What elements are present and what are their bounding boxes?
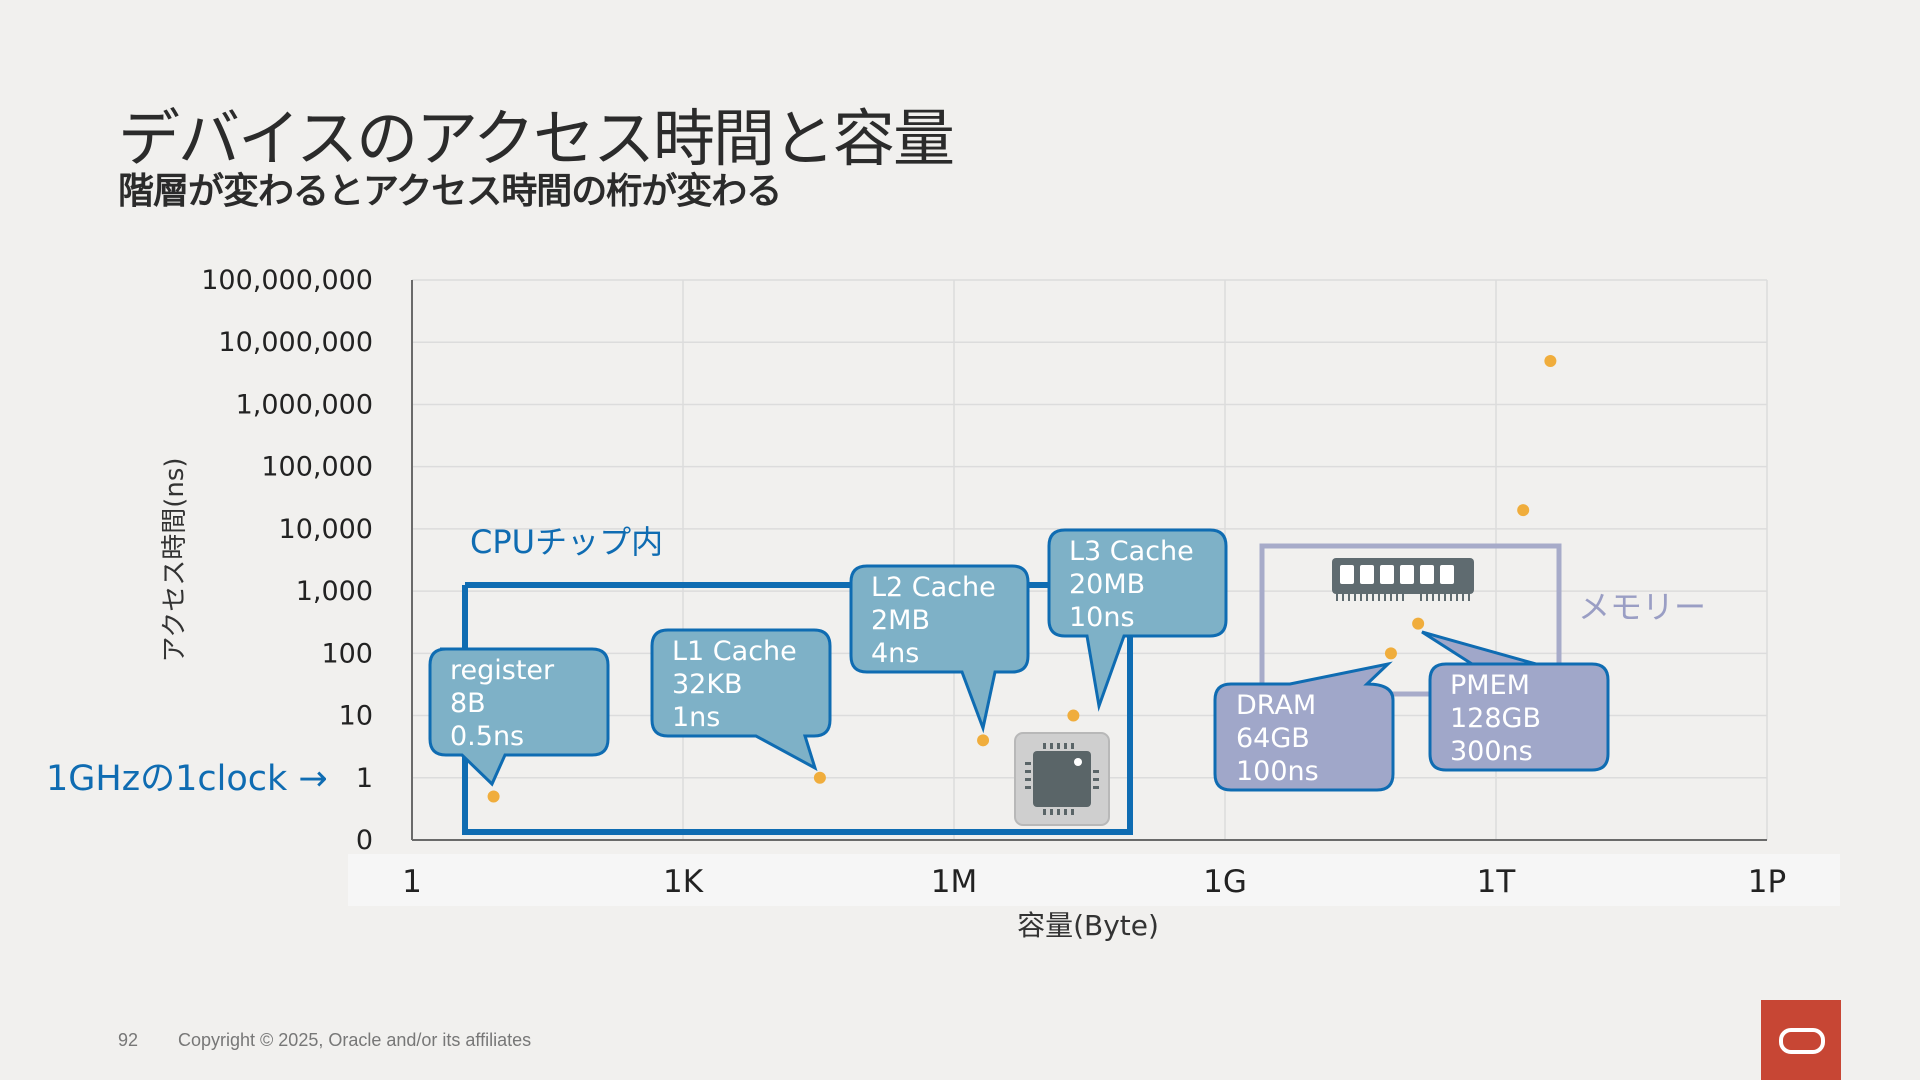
x-axis-label: 容量(Byte)	[1017, 909, 1159, 942]
callout-register-line1: register	[450, 655, 555, 686]
x-tick-label: 1M	[931, 864, 977, 900]
y-tick-label: 10	[339, 701, 373, 732]
callout-l3-line3: 10ns	[1069, 602, 1135, 633]
oracle-logo-ring-icon	[1779, 1028, 1825, 1054]
y-tick-label: 100,000	[261, 452, 373, 483]
callout-register-line2: 8B	[450, 688, 486, 719]
x-tick-label: 1K	[663, 864, 704, 900]
callout-dram-line2: 64GB	[1236, 723, 1310, 754]
callout-l3-line2: 20MB	[1069, 569, 1145, 600]
x-axis-tick-strip	[348, 854, 1840, 906]
data-point	[813, 771, 826, 784]
y-tick-label: 10,000	[279, 514, 373, 545]
callout-l2-line3: 4ns	[871, 638, 919, 669]
clock-annotation: 1GHzの1clock →	[46, 759, 328, 799]
callout-l3-cache: L3 Cache 20MB 10ns	[1047, 528, 1228, 712]
callout-pmem: PMEM 128GB 300ns	[1421, 630, 1610, 772]
memory-group-box	[1259, 543, 1562, 697]
data-point	[1067, 709, 1080, 722]
data-point	[487, 790, 500, 803]
data-points	[487, 354, 1557, 803]
callout-pmem-line3: 300ns	[1450, 736, 1533, 767]
memory-module-icon	[1332, 558, 1474, 601]
y-tick-labels: 0 1 10 100 1,000 10,000 100,000 1,000,000 10,000…	[201, 265, 373, 856]
callout-l1-line1: L1 Cache	[672, 636, 797, 667]
y-tick-label: 1	[356, 763, 373, 794]
x-tick-label: 1P	[1748, 864, 1786, 900]
y-tick-label: 0	[356, 825, 373, 856]
chart-grid	[411, 279, 1768, 841]
callout-pmem-line1: PMEM	[1450, 670, 1530, 701]
x-tick-label: 1	[402, 864, 422, 900]
y-tick-label: 10,000,000	[218, 327, 373, 358]
callout-dram-line1: DRAM	[1236, 690, 1316, 721]
callout-pmem-line2: 128GB	[1450, 703, 1541, 734]
memory-group-label: メモリー	[1578, 588, 1706, 626]
y-tick-label: 1,000,000	[236, 389, 373, 420]
x-tick-label: 1T	[1477, 864, 1517, 900]
y-tick-label: 1,000	[296, 576, 373, 607]
callout-l2-line1: L2 Cache	[871, 572, 996, 603]
data-point	[1517, 504, 1530, 517]
x-tick-labels: 1 1K 1M 1G 1T 1P	[402, 864, 1786, 900]
callout-register-line3: 0.5ns	[450, 721, 524, 752]
data-point	[1412, 617, 1425, 630]
x-tick-label: 1G	[1203, 864, 1247, 900]
copyright-text: Copyright © 2025, Oracle and/or its affi…	[178, 1030, 532, 1050]
callout-l2-cache: L2 Cache 2MB 4ns	[849, 564, 1030, 734]
y-tick-label: 100	[321, 638, 373, 669]
slide-title: デバイスのアクセス時間と容量	[118, 102, 955, 175]
callout-dram: DRAM 64GB 100ns	[1213, 661, 1395, 792]
data-point	[1384, 647, 1397, 660]
callout-l3-line1: L3 Cache	[1069, 536, 1194, 567]
cpu-chip-icon	[1014, 732, 1110, 826]
callout-l1-line3: 1ns	[672, 702, 720, 733]
data-point	[1544, 354, 1557, 367]
slide-subtitle: 階層が変わるとアクセス時間の桁が変わる	[118, 171, 782, 212]
cpu-group-label: CPUチップ内	[470, 523, 663, 561]
page-number: 92	[118, 1030, 139, 1050]
callout-register: register 8B 0.5ns	[428, 647, 610, 787]
callout-l1-line2: 32KB	[672, 669, 743, 700]
callout-l2-line2: 2MB	[871, 605, 930, 636]
data-point	[977, 734, 990, 747]
y-tick-label: 100,000,000	[201, 265, 373, 296]
y-axis-label: アクセス時間(ns)	[160, 457, 190, 662]
oracle-logo	[1761, 1000, 1841, 1080]
callout-dram-line3: 100ns	[1236, 756, 1319, 787]
callout-l1-cache: L1 Cache 32KB 1ns	[650, 628, 832, 772]
